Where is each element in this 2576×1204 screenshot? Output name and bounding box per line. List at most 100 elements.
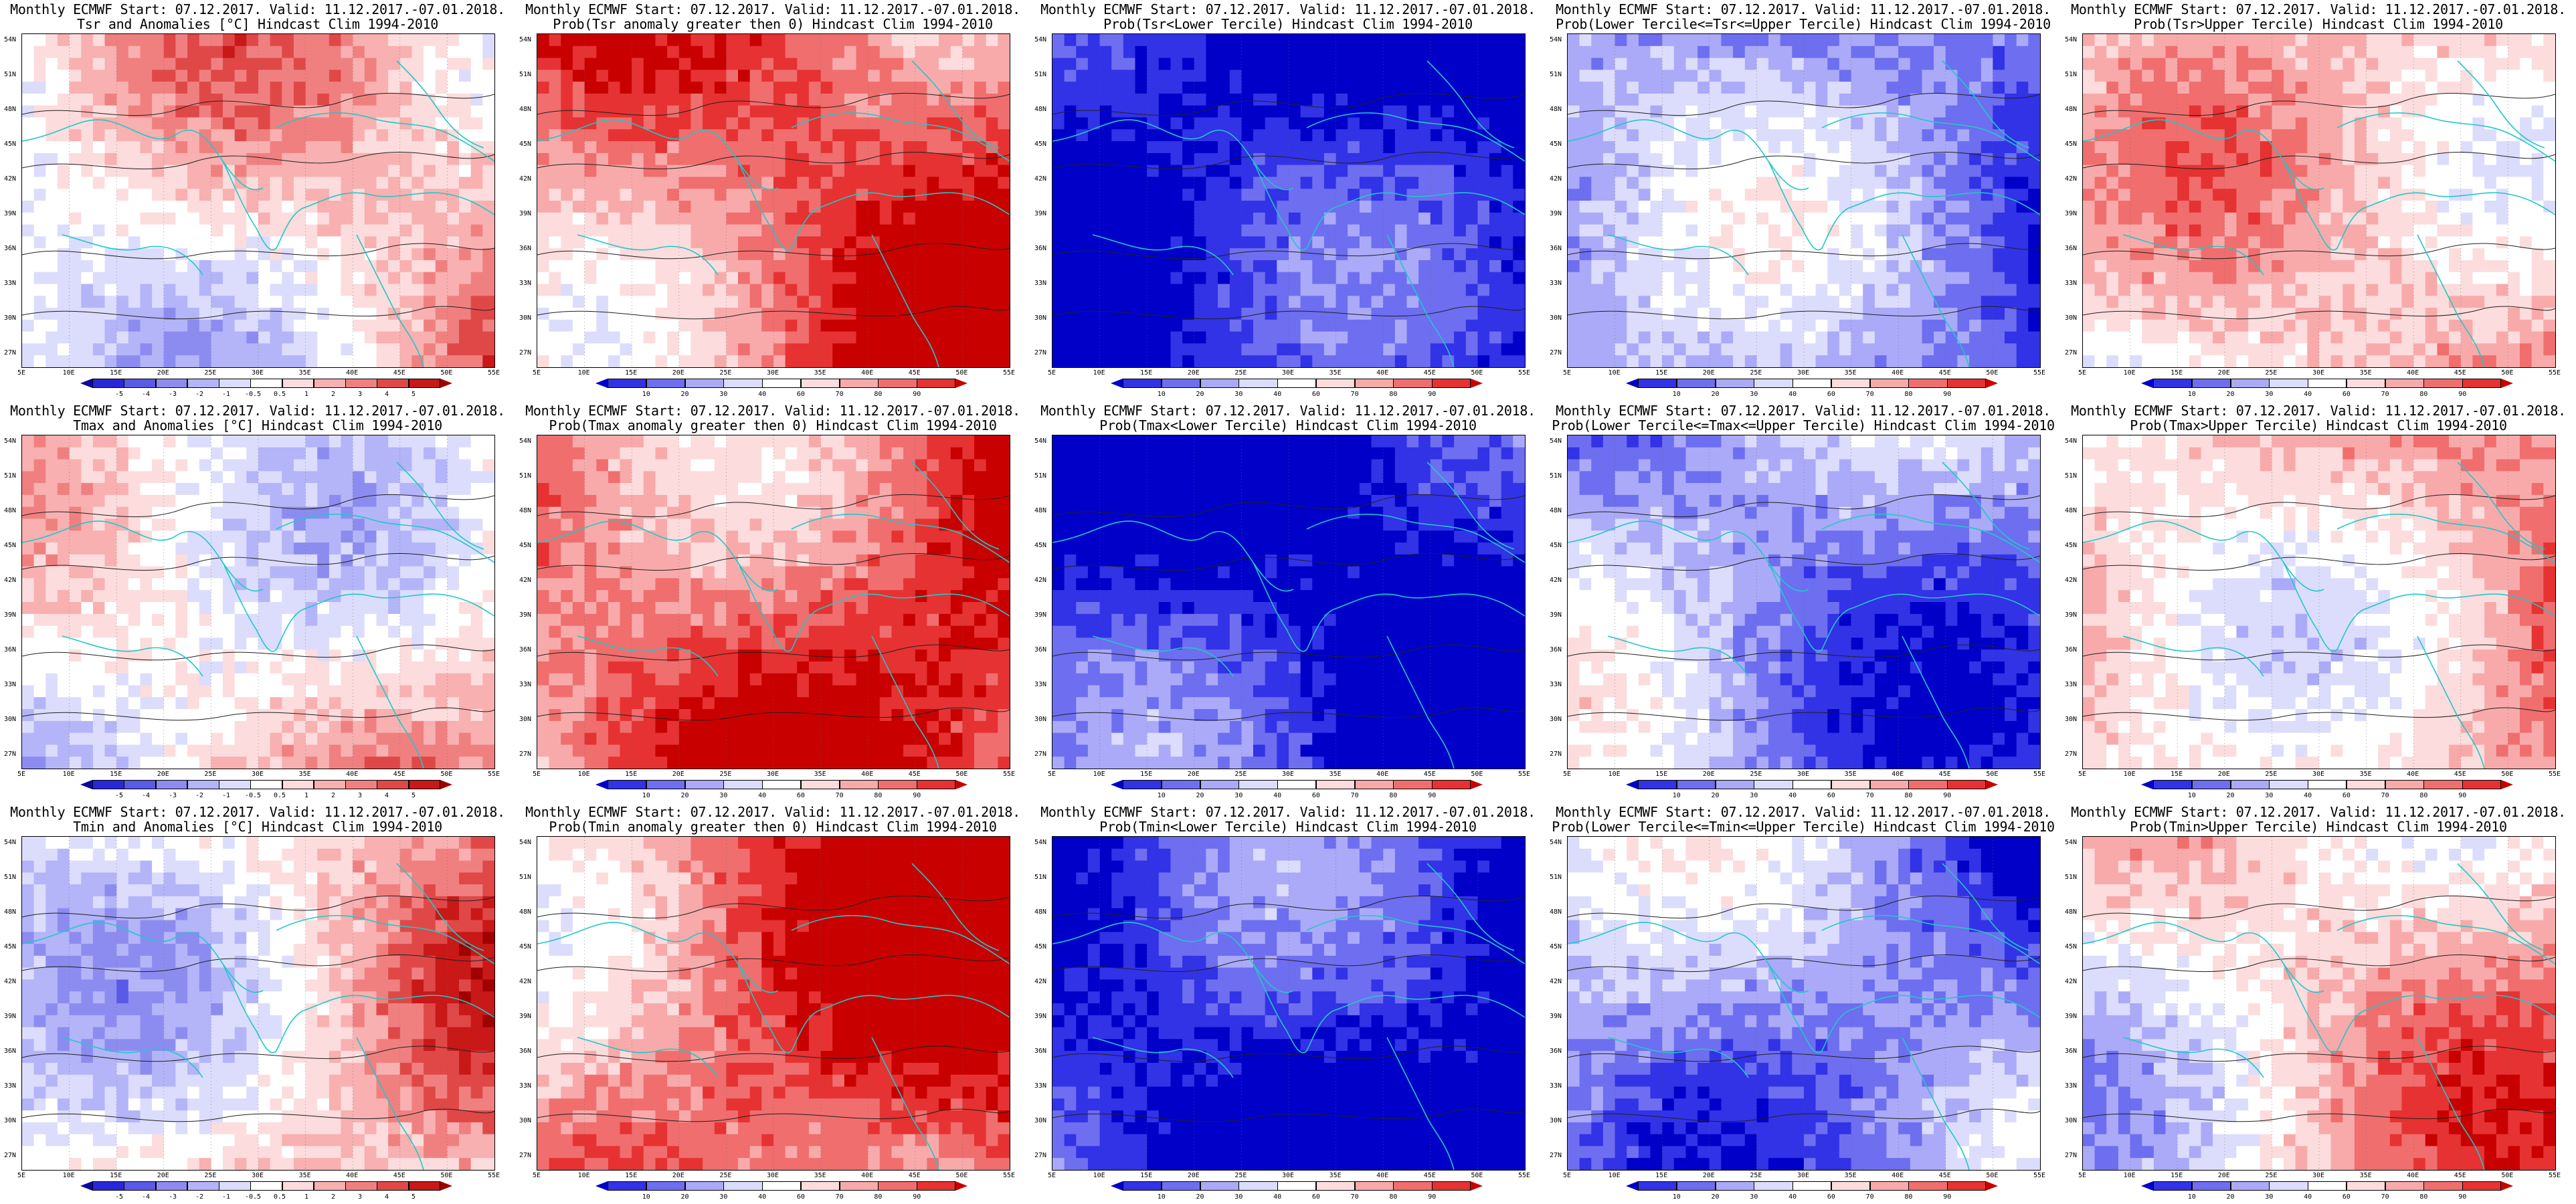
panel-title-line2: Tmax and Anomalies [°C] Hindcast Clim 19… bbox=[73, 417, 442, 433]
map-panel: Monthly ECMWF Start: 07.12.2017. Valid: … bbox=[0, 0, 515, 401]
lat-tick-label: 27N bbox=[2065, 349, 2078, 357]
lat-tick-label: 27N bbox=[4, 1152, 17, 1159]
coastline bbox=[1942, 863, 2030, 951]
colorbar-segment bbox=[800, 780, 840, 789]
lon-tick-label: 10E bbox=[62, 771, 75, 778]
coastline bbox=[302, 192, 494, 215]
colorbar-arrow-right bbox=[1986, 780, 1998, 789]
coastline bbox=[2417, 234, 2485, 367]
coastline bbox=[1607, 635, 1749, 677]
lat-tick-label: 45N bbox=[4, 542, 17, 549]
coastline bbox=[356, 234, 424, 367]
colorbar-segment bbox=[345, 780, 377, 789]
coastline bbox=[737, 963, 819, 1054]
colorbar-arrow-right bbox=[955, 379, 968, 388]
coastline bbox=[2083, 119, 2324, 191]
lon-tick-label: 15E bbox=[110, 369, 122, 377]
panel-title-line2: Prob(Tmax>Upper Tercile) Hindcast Clim 1… bbox=[2130, 417, 2507, 433]
lat-tick-label: 48N bbox=[4, 106, 17, 113]
lon-tick-label: 20E bbox=[672, 1172, 684, 1179]
colorbar-segment bbox=[1638, 1181, 1677, 1191]
lon-tick-label: 30E bbox=[766, 369, 779, 377]
lat-tick-label: 30N bbox=[1550, 314, 1562, 322]
lat-tick-label: 36N bbox=[1550, 646, 1562, 654]
panel-title-line2: Prob(Tmax<Lower Tercile) Hindcast Clim 1… bbox=[1099, 417, 1477, 433]
colorbar-tick-label: -4 bbox=[141, 391, 151, 398]
lon-tick-label: 15E bbox=[1655, 1172, 1668, 1179]
map-panel: Monthly ECMWF Start: 07.12.2017. Valid: … bbox=[2061, 803, 2576, 1204]
lat-tick-label: 39N bbox=[519, 611, 532, 619]
lon-tick-label: 15E bbox=[1140, 1172, 1153, 1179]
colorbar-tick-label: 40 bbox=[2304, 1193, 2312, 1201]
colorbar-segment bbox=[2423, 1181, 2463, 1191]
colorbar bbox=[1626, 780, 1998, 789]
colorbar-tick-label: -3 bbox=[168, 1193, 177, 1201]
colorbar-segment bbox=[1277, 379, 1317, 388]
lat-tick-label: 33N bbox=[519, 681, 532, 688]
colorbar-tick-label: 90 bbox=[1428, 792, 1437, 799]
colorbar-segment bbox=[1315, 1181, 1356, 1191]
coastline bbox=[791, 514, 1010, 563]
lon-tick-label: 10E bbox=[1093, 1172, 1105, 1179]
lon-tick-label: 55E bbox=[2033, 369, 2046, 377]
colorbar-segment bbox=[646, 780, 686, 789]
coastline bbox=[1848, 593, 2040, 617]
colorbar-segment bbox=[1277, 1181, 1317, 1191]
colorbar-tick-label: 70 bbox=[2381, 391, 2389, 398]
coastline bbox=[396, 863, 484, 951]
lat-tick-label: 39N bbox=[519, 210, 532, 217]
lon-tick-label: 50E bbox=[955, 771, 968, 778]
map-field bbox=[537, 435, 1010, 769]
lon-tick-label: 40E bbox=[1892, 1172, 1904, 1179]
colorbar-arrow-left bbox=[1111, 780, 1123, 789]
lon-tick-label: 15E bbox=[625, 1172, 638, 1179]
panel-title-line1: Monthly ECMWF Start: 07.12.2017. Valid: … bbox=[10, 403, 505, 419]
coastline bbox=[396, 60, 484, 148]
colorbar-tick-label: 30 bbox=[1750, 391, 1758, 398]
lat-tick-label: 30N bbox=[1034, 1117, 1047, 1124]
lon-tick-label: 50E bbox=[440, 771, 453, 778]
coastline bbox=[1568, 922, 1809, 993]
lat-tick-label: 27N bbox=[1550, 1152, 1562, 1159]
lon-tick-label: 20E bbox=[157, 771, 169, 778]
lon-tick-label: 55E bbox=[2548, 771, 2561, 778]
colorbar-arrow-right bbox=[1471, 780, 1483, 789]
lon-tick-label: 5E bbox=[17, 369, 26, 377]
colorbar-segment bbox=[1676, 780, 1716, 789]
panel-title-line2: Prob(Lower Tercile<=Tmax<=Upper Tercile)… bbox=[1552, 417, 2055, 433]
colorbar-segment bbox=[1123, 379, 1162, 388]
colorbar-tick-label: 30 bbox=[2265, 792, 2274, 799]
colorbar-tick-label: 60 bbox=[1827, 391, 1835, 398]
colorbar-segment bbox=[646, 379, 686, 388]
lon-tick-label: 10E bbox=[2123, 1172, 2136, 1179]
colorbar-arrow-left bbox=[1111, 1181, 1123, 1191]
colorbar-tick-label: 10 bbox=[2187, 391, 2196, 398]
coastline bbox=[537, 520, 779, 592]
lon-tick-label: 20E bbox=[1187, 369, 1200, 377]
colorbar-tick-label: 10 bbox=[2187, 1193, 2196, 1201]
panel-title-line1: Monthly ECMWF Start: 07.12.2017. Valid: … bbox=[2071, 403, 2566, 419]
lon-tick-label: 50E bbox=[440, 369, 453, 377]
lon-tick-label: 25E bbox=[719, 369, 732, 377]
colorbar-tick-label: 90 bbox=[913, 792, 921, 799]
colorbar-segment bbox=[839, 379, 879, 388]
lon-tick-label: 15E bbox=[1655, 369, 1668, 377]
colorbar-segment bbox=[1200, 1181, 1239, 1191]
colorbar-segment bbox=[1315, 780, 1356, 789]
panel-title-line1: Monthly ECMWF Start: 07.12.2017. Valid: … bbox=[1556, 804, 2051, 820]
colorbar-segment bbox=[2462, 379, 2502, 388]
lat-tick-label: 39N bbox=[4, 210, 17, 217]
colorbar bbox=[595, 1181, 968, 1191]
lon-tick-label: 5E bbox=[532, 1172, 541, 1179]
colorbar-segment bbox=[1792, 780, 1832, 789]
lon-tick-label: 20E bbox=[1702, 771, 1715, 778]
colorbar-arrow-left bbox=[595, 379, 608, 388]
lat-tick-label: 51N bbox=[519, 874, 532, 881]
colorbar-segment bbox=[1393, 379, 1433, 388]
lon-tick-label: 45E bbox=[2454, 771, 2466, 778]
map-panel: Monthly ECMWF Start: 07.12.2017. Valid: … bbox=[2061, 0, 2576, 401]
colorbar-segment bbox=[2230, 780, 2270, 789]
colorbar-segment bbox=[155, 379, 188, 388]
colorbar-tick-label: 30 bbox=[719, 792, 728, 799]
colorbar-tick-label: -0.5 bbox=[244, 391, 262, 398]
